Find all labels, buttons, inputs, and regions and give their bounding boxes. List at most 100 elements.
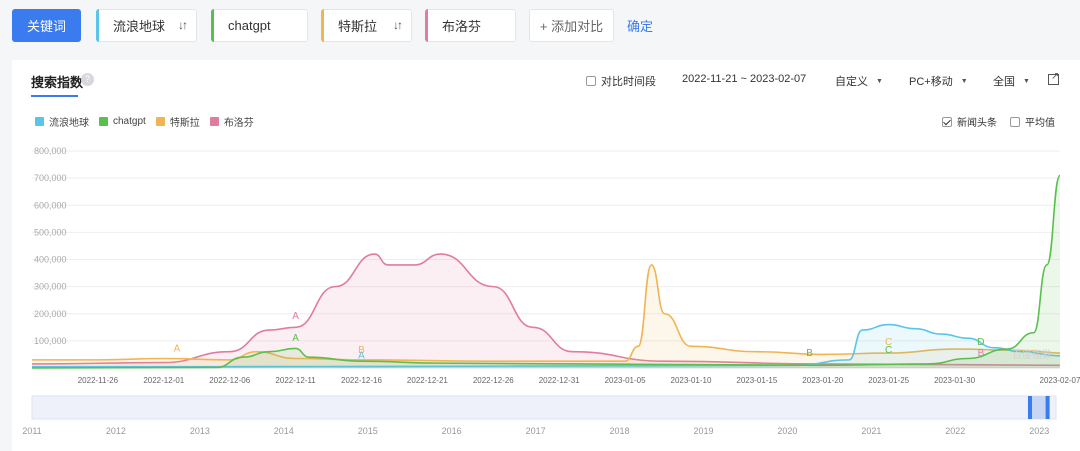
news-annotation-marker[interactable]: A xyxy=(292,333,299,344)
timeline-year-label: 2016 xyxy=(442,426,462,436)
x-tick-label: 2023-02-07 xyxy=(1040,376,1080,385)
news-annotation-marker[interactable]: A xyxy=(358,351,365,362)
device-label: PC+移动 xyxy=(909,76,953,88)
timeline-selection[interactable] xyxy=(1029,396,1048,419)
timeline-year-label: 2020 xyxy=(777,426,797,436)
region-dropdown[interactable]: 全国 ▼ xyxy=(993,73,1030,89)
export-button[interactable] xyxy=(1048,71,1059,85)
news-headline-label: 新闻头条 xyxy=(957,118,997,129)
term-color-bar xyxy=(211,9,214,42)
timeline-year-label: 2012 xyxy=(106,426,126,436)
y-tick-label: 100,000 xyxy=(34,336,67,346)
x-tick-label: 2023-01-25 xyxy=(868,376,909,385)
chevron-down-icon: ▼ xyxy=(960,77,968,85)
x-tick-label: 2022-12-06 xyxy=(209,376,250,385)
custom-range-dropdown[interactable]: 自定义 ▼ xyxy=(835,73,883,89)
term-box-3[interactable]: 特斯拉 ↓↑ xyxy=(321,9,412,42)
news-annotation-marker[interactable]: C xyxy=(885,337,892,348)
legend-item[interactable]: 特斯拉 xyxy=(155,114,200,129)
x-tick-label: 2022-12-11 xyxy=(275,376,316,385)
news-headline-checkbox[interactable] xyxy=(942,116,952,127)
compare-period-checkbox[interactable] xyxy=(586,76,596,86)
panel-title: 搜索指数 xyxy=(31,75,84,90)
legend-label: 流浪地球 xyxy=(49,118,89,129)
timeline-year-label: 2015 xyxy=(358,426,378,436)
series-line[interactable] xyxy=(31,174,1061,369)
title-underline xyxy=(31,95,78,97)
swap-icon[interactable]: ↓↑ xyxy=(393,18,403,32)
swap-icon[interactable]: ↓↑ xyxy=(178,18,188,32)
x-tick-label: 2022-12-26 xyxy=(473,376,514,385)
compare-period-label: 对比时间段 xyxy=(601,76,656,88)
y-tick-label: 400,000 xyxy=(34,255,67,265)
term-label: 特斯拉 xyxy=(338,19,378,34)
series-area xyxy=(32,254,1060,368)
average-toggle[interactable]: 平均值 xyxy=(1010,114,1055,129)
x-tick-label: 2023-01-30 xyxy=(934,376,975,385)
series-area xyxy=(32,324,1060,368)
external-link-icon xyxy=(1048,71,1059,85)
news-annotation-marker[interactable]: B xyxy=(358,345,365,356)
region-label: 全国 xyxy=(993,76,1015,88)
compare-period-toggle[interactable]: 对比时间段 xyxy=(586,73,656,89)
term-label: 流浪地球 xyxy=(113,19,166,34)
x-tick-label: 2023-01-15 xyxy=(736,376,777,385)
timeline-brush-track[interactable] xyxy=(31,395,1057,420)
help-icon[interactable]: ? xyxy=(81,73,94,86)
legend-swatch xyxy=(209,117,219,126)
term-label: chatgpt xyxy=(228,18,271,33)
news-annotation-marker[interactable]: A xyxy=(174,344,181,355)
news-annotation-marker[interactable]: C xyxy=(885,345,892,356)
x-tick-label: 2023-01-10 xyxy=(671,376,712,385)
timeline-handle-right[interactable] xyxy=(1045,396,1050,419)
timeline-year-label: 2011 xyxy=(22,426,41,436)
y-tick-label: 500,000 xyxy=(34,227,67,237)
y-tick-label: 700,000 xyxy=(34,173,67,183)
timeline-year-label: 2018 xyxy=(610,426,630,436)
series-area xyxy=(32,264,1060,368)
series-line[interactable] xyxy=(32,323,1061,368)
term-label: 布洛芬 xyxy=(442,19,482,34)
term-box-1[interactable]: 流浪地球 ↓↑ xyxy=(96,9,197,42)
chart-legend: 流浪地球 chatgpt 特斯拉 布洛芬 xyxy=(35,114,254,129)
add-compare-button[interactable]: + 添加对比 xyxy=(529,9,614,42)
timeline-year-label: 2017 xyxy=(526,426,546,436)
legend-label: chatgpt xyxy=(113,116,146,127)
y-tick-label: 600,000 xyxy=(34,200,67,210)
timeline-year-label: 2014 xyxy=(274,426,294,436)
keyword-button[interactable]: 关键词 xyxy=(12,9,81,42)
term-box-2[interactable]: chatgpt xyxy=(211,9,308,42)
search-index-panel: 搜索指数 ? 对比时间段 2022-11-21 ~ 2023-02-07 自定义… xyxy=(12,60,1080,451)
device-dropdown[interactable]: PC+移动 ▼ xyxy=(909,73,968,89)
timeline-year-label: 2022 xyxy=(945,426,965,436)
x-tick-label: 2022-12-31 xyxy=(539,376,580,385)
news-annotation-marker[interactable]: B xyxy=(806,348,813,359)
term-box-4[interactable]: 布洛芬 xyxy=(425,9,516,42)
series-line[interactable] xyxy=(31,253,1061,367)
legend-label: 布洛芬 xyxy=(223,118,254,129)
date-range-display[interactable]: 2022-11-21 ~ 2023-02-07 xyxy=(682,73,806,85)
news-headline-toggle[interactable]: 新闻头条 xyxy=(942,114,997,129)
news-annotation-marker[interactable]: D xyxy=(977,337,984,348)
y-tick-label: 200,000 xyxy=(34,309,67,319)
news-annotation-marker[interactable]: B xyxy=(978,348,985,359)
x-tick-label: 2022-12-16 xyxy=(341,376,382,385)
legend-item[interactable]: chatgpt xyxy=(99,114,146,129)
legend-item[interactable]: 流浪地球 xyxy=(35,114,89,129)
y-tick-label: 800,000 xyxy=(34,146,67,156)
x-tick-label: 2022-11-26 xyxy=(78,376,119,385)
series-line[interactable] xyxy=(32,264,1061,363)
term-color-bar xyxy=(96,9,99,42)
timeline-handle-left[interactable] xyxy=(1027,396,1032,419)
average-checkbox[interactable] xyxy=(1010,116,1020,127)
x-tick-label: 2023-01-05 xyxy=(605,376,646,385)
x-tick-label: 2023-01-20 xyxy=(802,376,843,385)
news-annotation-marker[interactable]: A xyxy=(292,311,299,322)
confirm-link[interactable]: 确定 xyxy=(627,19,654,34)
date-range-text: 2022-11-21 ~ 2023-02-07 xyxy=(682,73,807,85)
legend-item[interactable]: 布洛芬 xyxy=(209,114,254,129)
y-tick-label: 300,000 xyxy=(34,282,67,292)
average-label: 平均值 xyxy=(1025,118,1055,129)
term-color-bar xyxy=(425,9,428,42)
